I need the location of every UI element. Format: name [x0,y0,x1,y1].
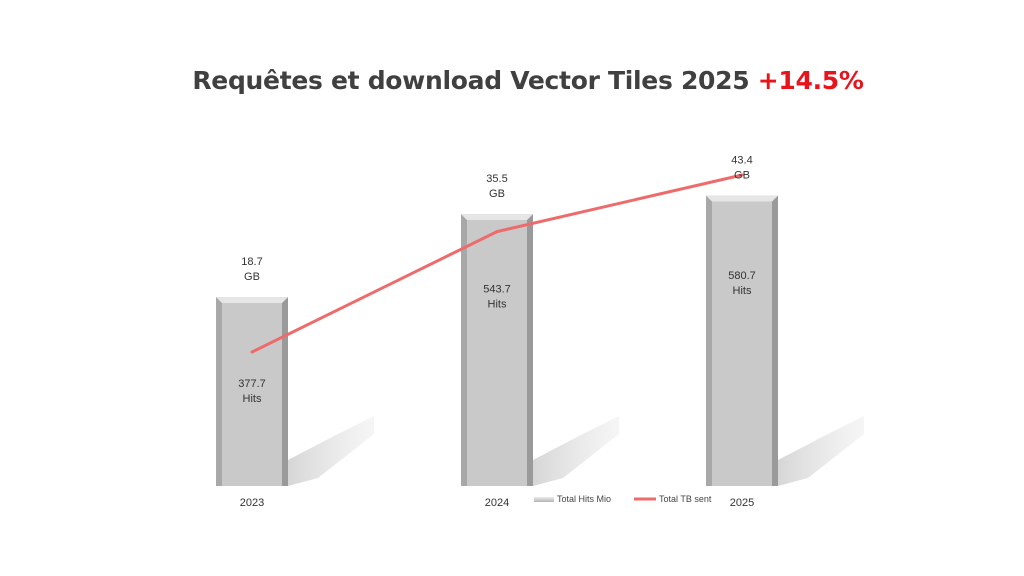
bar-2023 [216,297,288,486]
line-unit-label: GB [244,271,260,283]
bar-bevel-right [527,214,533,486]
bar-bevel-top [706,195,778,202]
line-value-label: 35.5 [486,173,507,185]
line-unit-label: GB [734,170,750,182]
bar-inner [222,303,282,486]
bar-value-label: 580.7 [728,270,756,282]
bar-inner [712,201,772,486]
bar-unit-label: Hits [488,299,507,311]
line-point [250,350,254,354]
bar-bevel-left [461,214,467,486]
line-value-label: 18.7 [241,256,262,268]
bar-2024 [461,214,533,486]
bar-value-label: 377.7 [238,378,266,390]
bar-bevel-right [282,297,288,486]
x-tick-label: 2023 [240,497,264,509]
line-point [495,230,499,234]
bar-unit-label: Hits [243,393,262,405]
legend-bar-label: Total Hits Mio [557,494,611,504]
chart-title-accent: +14.5% [757,66,864,95]
line-point [740,173,744,177]
bar-inner [467,220,527,486]
bar-bevel-left [706,195,712,486]
bar-shadow [533,416,619,486]
bar-bevel-top [461,214,533,221]
line-value-label: 43.4 [731,155,752,167]
bar-shadow [288,416,374,486]
chart-title: Requêtes et download Vector Tiles 2025 +… [0,66,1024,95]
bar-bevel-top [216,297,288,304]
x-tick-label: 2024 [485,497,509,509]
line-unit-label: GB [489,188,505,200]
bar-value-label: 543.7 [483,284,511,296]
x-tick-label: 2025 [730,497,754,509]
bar-shadow [778,416,864,486]
bar-2025 [706,195,778,486]
legend-line-label: Total TB sent [659,494,712,504]
bar-unit-label: Hits [733,285,752,297]
bar-bevel-left [216,297,222,486]
legend-bar-swatch [534,497,554,502]
chart-title-main: Requêtes et download Vector Tiles 2025 [192,66,750,95]
bar-bevel-right [772,195,778,486]
